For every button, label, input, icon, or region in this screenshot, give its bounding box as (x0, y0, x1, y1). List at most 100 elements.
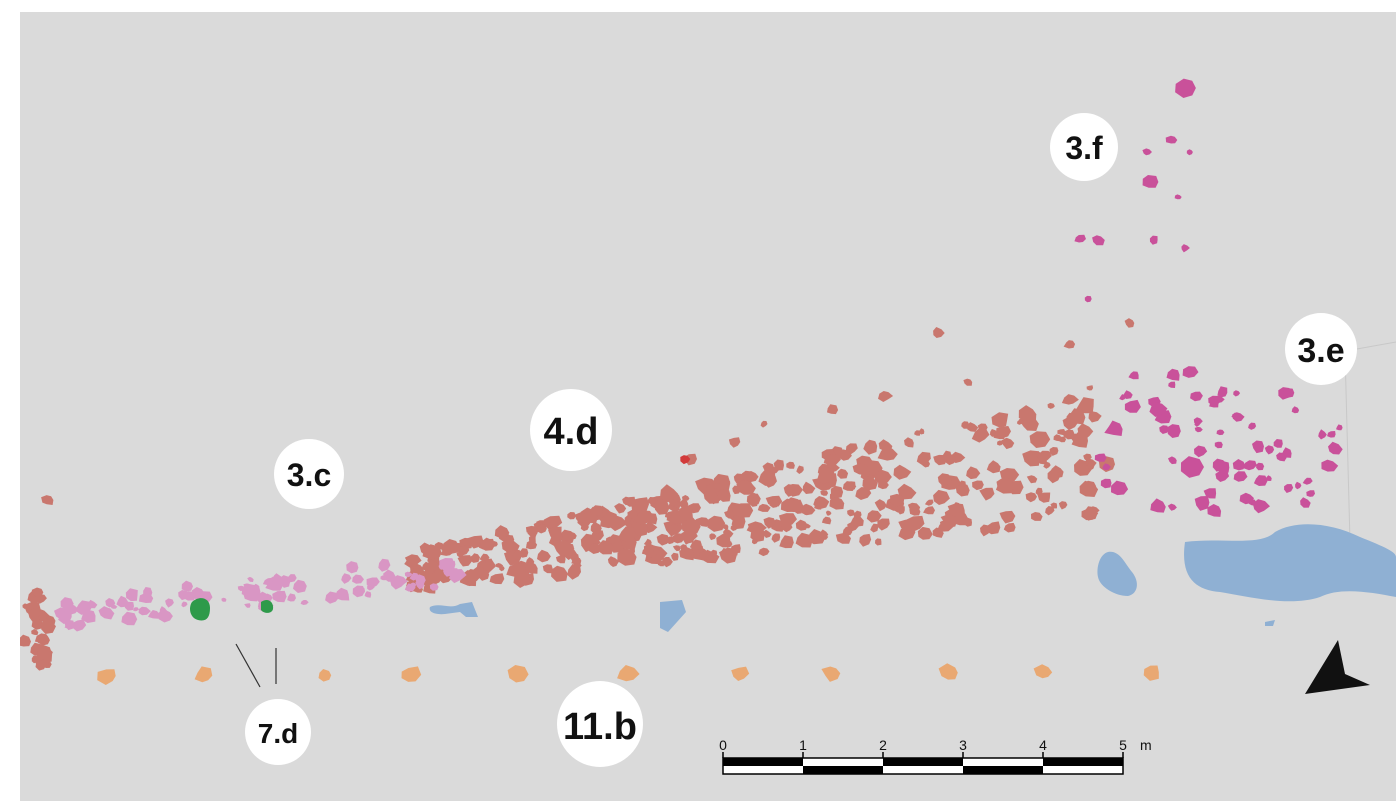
stone-magenta (1291, 406, 1300, 414)
stone-brown (730, 544, 741, 554)
stone-brown (1001, 437, 1015, 450)
stone-magenta (1321, 459, 1339, 472)
stone-brown (657, 559, 665, 567)
stone-brown (31, 587, 44, 598)
stone-brown (633, 510, 655, 525)
stone-brown (890, 493, 905, 507)
stone-magenta (1149, 235, 1158, 245)
stone-brown (682, 495, 690, 502)
stone-pink (364, 591, 372, 598)
stone-magenta (1295, 481, 1302, 490)
stone-magenta (1248, 422, 1257, 430)
stone-magenta (1150, 498, 1166, 513)
stone-magenta (1327, 431, 1336, 438)
stone-brown (27, 589, 43, 604)
post-orange (1033, 664, 1053, 679)
stone-brown (1018, 405, 1037, 423)
stone-pink (72, 619, 87, 632)
stone-pink (287, 593, 296, 602)
stone-magenta (1074, 234, 1086, 243)
stone-magenta (1203, 488, 1217, 499)
stone-brown (656, 533, 670, 546)
scale-tick-label: 1 (799, 737, 807, 753)
stone-brown (750, 525, 765, 543)
stone-brown (617, 547, 637, 566)
stone-brown (732, 485, 742, 495)
label-3f: 3.f (1050, 113, 1118, 181)
stone-brown (847, 481, 856, 490)
stone-brown (37, 638, 45, 644)
stone-brown (758, 547, 770, 557)
stone-pink (133, 607, 139, 612)
stone-brown (825, 510, 832, 516)
label-text: 11.b (563, 706, 637, 748)
stone-brown (741, 470, 753, 482)
stone-brown (542, 564, 553, 574)
label-text: 7.d (258, 718, 298, 749)
stone-brown (679, 499, 689, 510)
scale-tick-label: 3 (959, 737, 967, 753)
stone-magenta (1214, 441, 1223, 449)
scale-bar: 0 1 2 3 4 5 m (719, 737, 1152, 775)
stone-pink (244, 603, 251, 608)
stone-brown (966, 422, 979, 432)
stone-brown (874, 499, 887, 512)
stone-magenta (1283, 388, 1295, 398)
stone-pink (165, 598, 174, 608)
pit-small (660, 600, 686, 632)
stone-magenta (1243, 460, 1257, 471)
stone-brown (769, 499, 780, 508)
stone-brown (997, 440, 1004, 446)
stone-brown (971, 427, 990, 443)
stone-brown (874, 469, 892, 486)
stone-pink (105, 598, 116, 608)
stone-magenta (1194, 496, 1210, 511)
stone-brown (489, 573, 505, 585)
scale-segment (883, 758, 963, 766)
stone-brown (654, 499, 670, 515)
stone-pink (346, 561, 359, 574)
stone-pink (125, 588, 138, 602)
stone-brown (1066, 408, 1086, 425)
stone-brown (786, 461, 795, 469)
label-circle (1050, 113, 1118, 181)
stone-brown (785, 484, 803, 497)
stone-brown (551, 565, 568, 582)
stone-pink (159, 606, 167, 615)
stone-brown (555, 555, 566, 564)
stone-brown (485, 558, 493, 565)
stone-pink (293, 579, 307, 593)
stone-magenta (1233, 471, 1248, 482)
stone-brown (829, 496, 845, 510)
stone-brown (1075, 397, 1094, 414)
pit-large (1184, 524, 1396, 602)
stone-brown (41, 618, 56, 634)
stone-magenta (1142, 148, 1152, 156)
stone-pink (178, 590, 191, 601)
stone-magenta (1111, 480, 1129, 496)
stone-magenta (1256, 462, 1265, 471)
stone-brown (979, 487, 995, 501)
stone-pink (378, 558, 391, 572)
stone-pink (415, 574, 426, 586)
stone-magenta (1233, 390, 1241, 397)
stone-magenta (1166, 368, 1180, 381)
stone-brown (995, 426, 1011, 439)
stone-brown (580, 533, 601, 553)
stone-brown (609, 557, 617, 565)
stone-brown (617, 526, 636, 542)
stone-brown (600, 514, 622, 529)
stone-brown (1058, 436, 1067, 443)
stone-brown (426, 559, 442, 573)
stone-brown (513, 571, 530, 588)
post-orange (617, 665, 640, 682)
stone-brown (614, 503, 627, 514)
stone-brown (763, 517, 776, 529)
stone-brown (627, 509, 638, 519)
stone-brown (966, 466, 981, 480)
stone-magenta (1168, 381, 1176, 388)
stone-brown (1037, 450, 1052, 464)
stone-brown (422, 544, 442, 560)
stone-brown (1087, 462, 1095, 470)
label-text: 4.d (544, 411, 599, 453)
